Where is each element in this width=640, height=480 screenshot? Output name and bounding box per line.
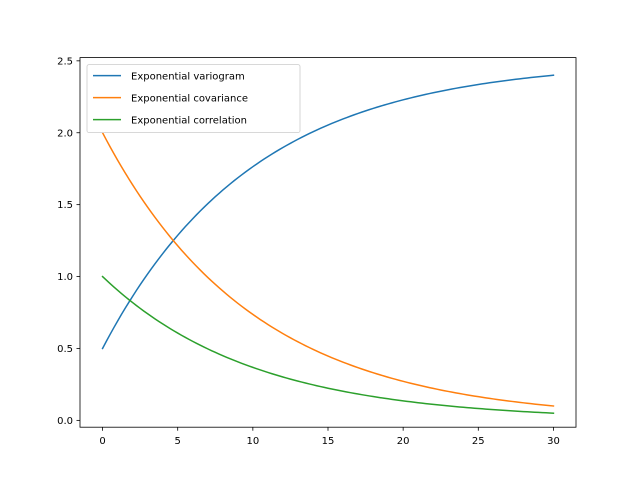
x-tick-label: 20 xyxy=(397,436,410,447)
legend-label-3: Exponential correlation xyxy=(131,115,247,126)
legend-box xyxy=(86,64,301,133)
x-tick-label: 25 xyxy=(472,436,485,447)
legend-label-1: Exponential variogram xyxy=(131,71,245,82)
y-tick-label: 1.5 xyxy=(57,200,73,211)
x-tick-label: 10 xyxy=(246,436,259,447)
x-axis: 0 5 10 15 20 25 30 xyxy=(99,427,560,447)
y-tick-label: 2.5 xyxy=(57,56,73,67)
series-line-2 xyxy=(101,131,555,407)
series-layer xyxy=(101,74,555,414)
y-tick-label: 2.0 xyxy=(57,128,73,139)
x-tick-label: 30 xyxy=(547,436,560,447)
y-tick-label: 1.0 xyxy=(57,272,73,283)
x-tick-label: 0 xyxy=(99,436,105,447)
series-line-3 xyxy=(101,275,555,414)
legend: Exponential variogram Exponential covaria… xyxy=(86,64,301,133)
x-tick-label: 15 xyxy=(322,436,335,447)
y-axis: 0.0 0.5 1.0 1.5 2.0 2.5 xyxy=(57,56,80,427)
x-tick-label: 5 xyxy=(175,436,181,447)
legend-label-2: Exponential covariance xyxy=(131,93,248,104)
y-tick-label: 0.5 xyxy=(57,344,73,355)
y-tick-label: 0.0 xyxy=(57,416,73,427)
series-line-1 xyxy=(101,74,555,350)
